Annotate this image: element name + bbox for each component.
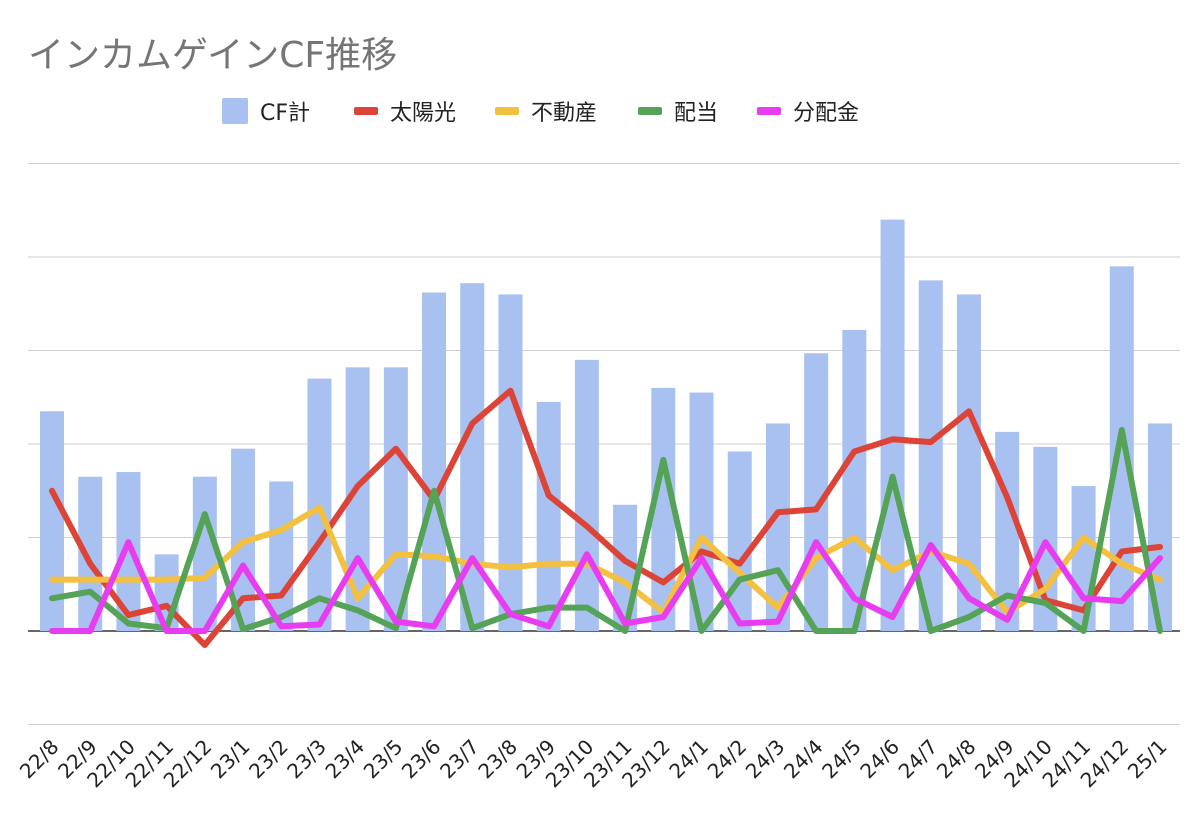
x-tick-label: 24/8	[932, 735, 981, 784]
legend-label-dividend: 配当	[674, 101, 719, 126]
x-tick-label: 24/3	[741, 735, 790, 784]
x-tick-label: 24/6	[855, 735, 904, 784]
bar-cf-total	[956, 294, 981, 631]
legend-item-distribution: 分配金	[757, 94, 859, 128]
x-tick-label: 23/5	[359, 735, 408, 784]
bar-cf-total	[918, 280, 943, 631]
bar-cf-total	[842, 329, 867, 631]
x-tick-label: 23/7	[435, 735, 484, 784]
x-tick-label: 24/1	[664, 735, 713, 784]
x-tick-label: 24/5	[817, 735, 866, 784]
legend-swatch-real-estate	[495, 107, 519, 115]
x-tick-label: 23/8	[473, 735, 522, 784]
bar-cf-total	[422, 292, 447, 631]
bar-cf-total	[1109, 266, 1134, 631]
x-tick-label: 23/1	[206, 735, 255, 784]
legend-label-solar: 太陽光	[390, 101, 457, 126]
legend-label-real-estate: 不動産	[531, 101, 598, 126]
x-tick-label: 23/6	[397, 735, 446, 784]
bar-cf-total	[116, 472, 141, 631]
legend-swatch-solar	[354, 107, 378, 115]
bar-cf-total	[192, 476, 217, 631]
x-tick-label: 23/4	[320, 735, 369, 784]
x-tick-label: 23/3	[282, 735, 331, 784]
legend: CF計 太陽光 不動産 配当 分配金	[0, 94, 1200, 128]
line-dividend	[49, 427, 1163, 634]
x-tick-label: 22/8	[15, 735, 64, 784]
legend-label-cf-total: CF計	[260, 101, 311, 126]
legend-item-solar: 太陽光	[354, 94, 456, 128]
line-distribution	[49, 539, 1163, 634]
legend-swatch-cf-total	[222, 98, 248, 124]
x-tick-label: 24/2	[703, 735, 752, 784]
x-tick-label: 25/1	[1123, 735, 1172, 784]
x-tick-label: 24/7	[894, 735, 943, 784]
bar-cf-total	[498, 294, 523, 631]
chart-title: インカムゲインCF推移	[28, 35, 398, 76]
legend-item-dividend: 配当	[638, 94, 718, 128]
legend-swatch-distribution	[757, 107, 781, 115]
legend-item-cf-total: CF計	[222, 94, 310, 128]
legend-label-distribution: 分配金	[793, 101, 860, 126]
bar-cf-total	[536, 401, 561, 631]
bar-cf-total	[383, 367, 408, 631]
legend-swatch-dividend	[638, 107, 662, 115]
x-tick-label: 24/4	[779, 735, 828, 784]
legend-item-real-estate: 不動産	[495, 94, 597, 128]
bar-cf-total	[727, 451, 752, 631]
bar-cf-total	[269, 481, 294, 631]
line-real-estate	[49, 504, 1163, 616]
bar-cf-total	[574, 359, 599, 631]
x-tick-label: 23/2	[244, 735, 293, 784]
